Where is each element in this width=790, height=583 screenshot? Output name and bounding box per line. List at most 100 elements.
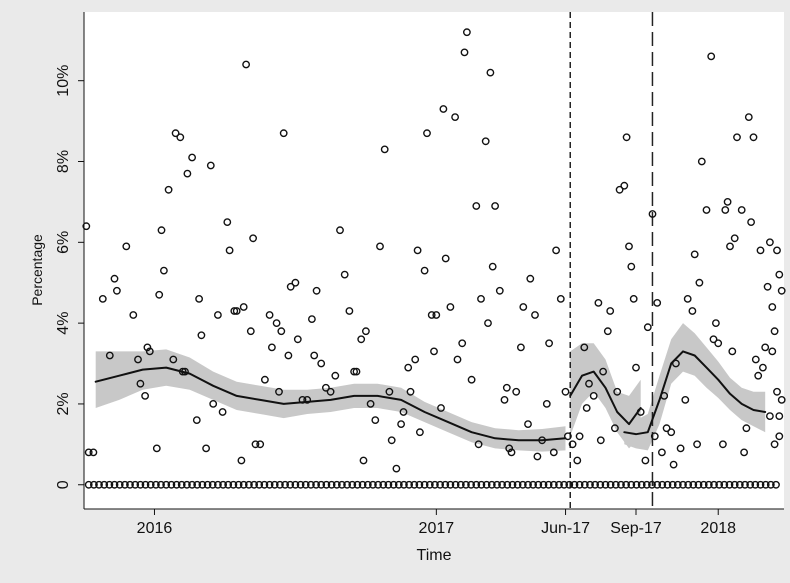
data-point bbox=[611, 424, 619, 433]
data-point-zero bbox=[575, 480, 584, 489]
data-point-zero bbox=[472, 480, 481, 489]
data-point bbox=[155, 290, 164, 299]
data-point bbox=[502, 383, 511, 392]
data-point-zero bbox=[110, 480, 119, 489]
data-point bbox=[82, 222, 91, 231]
data-point bbox=[453, 355, 462, 364]
data-point bbox=[556, 294, 565, 303]
data-point-zero bbox=[115, 480, 124, 489]
data-point bbox=[286, 282, 295, 291]
data-point-zero bbox=[368, 480, 377, 489]
data-point bbox=[89, 448, 98, 457]
data-point bbox=[451, 113, 459, 122]
data-point bbox=[709, 335, 718, 344]
data-point-zero bbox=[529, 480, 537, 489]
data-point-zero bbox=[219, 480, 228, 489]
data-point bbox=[242, 60, 251, 69]
data-point-zero bbox=[244, 480, 253, 489]
data-point-zero bbox=[694, 480, 703, 489]
data-point-zero bbox=[524, 480, 532, 489]
x-axis-title: Time bbox=[417, 547, 452, 564]
data-point bbox=[350, 367, 358, 376]
data-point bbox=[749, 133, 758, 142]
data-point bbox=[542, 399, 551, 408]
data-point bbox=[458, 339, 467, 348]
data-point-zero bbox=[751, 480, 760, 489]
data-point bbox=[232, 307, 241, 315]
data-point bbox=[192, 416, 201, 424]
data-point bbox=[740, 448, 748, 457]
data-point bbox=[549, 448, 558, 457]
data-point-zero bbox=[389, 480, 398, 489]
data-point bbox=[213, 311, 222, 319]
data-point bbox=[662, 424, 671, 433]
data-point-zero bbox=[761, 480, 770, 489]
data-point bbox=[526, 274, 535, 283]
data-point-zero bbox=[580, 480, 589, 489]
data-point bbox=[265, 311, 274, 319]
data-point bbox=[723, 197, 732, 206]
data-point-zero bbox=[95, 480, 103, 489]
data-point-zero bbox=[172, 480, 181, 489]
data-point bbox=[648, 210, 657, 218]
data-point-zero bbox=[611, 480, 620, 489]
data-point bbox=[157, 226, 166, 235]
data-point-zero bbox=[224, 480, 233, 489]
data-point bbox=[267, 343, 276, 352]
data-point-zero bbox=[270, 480, 279, 489]
data-point bbox=[650, 432, 659, 441]
data-point bbox=[275, 387, 283, 396]
data-point-zero bbox=[467, 480, 475, 489]
data-point-zero bbox=[735, 480, 744, 489]
data-point bbox=[399, 408, 408, 416]
data-point bbox=[620, 181, 629, 190]
data-point-zero bbox=[312, 480, 320, 489]
data-point bbox=[733, 133, 741, 142]
data-point bbox=[629, 294, 638, 303]
x-ticks: 2016 2017 Jun-17 Sep-17 2018 bbox=[137, 509, 736, 537]
data-point bbox=[303, 395, 312, 404]
data-point bbox=[573, 456, 582, 465]
data-point bbox=[702, 206, 711, 214]
data-point-zero bbox=[379, 480, 388, 489]
data-point bbox=[345, 307, 354, 315]
fit-line-3 bbox=[623, 350, 767, 436]
data-point bbox=[505, 444, 514, 453]
data-point-zero bbox=[301, 480, 310, 489]
data-point bbox=[380, 145, 389, 154]
data-point bbox=[406, 387, 415, 396]
data-point bbox=[766, 238, 774, 247]
data-point bbox=[500, 395, 509, 404]
data-point bbox=[361, 327, 370, 336]
data-point bbox=[707, 52, 716, 61]
data-point-zero bbox=[622, 480, 630, 489]
data-points bbox=[82, 28, 786, 489]
data-point bbox=[754, 371, 763, 380]
data-point bbox=[770, 440, 779, 449]
data-point bbox=[176, 133, 185, 142]
data-point bbox=[596, 436, 605, 445]
data-point bbox=[531, 311, 539, 319]
data-point-zero bbox=[642, 480, 651, 489]
data-point bbox=[430, 347, 438, 356]
data-point bbox=[751, 355, 760, 364]
data-point bbox=[714, 339, 723, 348]
data-point bbox=[239, 303, 248, 311]
data-point-zero bbox=[337, 480, 346, 489]
data-point bbox=[582, 404, 591, 412]
data-point-zero bbox=[648, 480, 656, 489]
data-point-zero bbox=[250, 480, 259, 489]
data-point bbox=[143, 343, 152, 352]
data-point bbox=[249, 234, 258, 243]
data-point bbox=[357, 335, 366, 344]
data-point-zero bbox=[100, 480, 109, 489]
data-point-zero bbox=[317, 480, 326, 489]
data-point bbox=[507, 448, 516, 457]
data-point bbox=[721, 206, 730, 214]
data-point bbox=[446, 303, 455, 311]
data-point bbox=[331, 371, 340, 380]
data-point bbox=[206, 161, 215, 170]
data-point bbox=[768, 303, 777, 311]
data-point bbox=[145, 347, 154, 356]
